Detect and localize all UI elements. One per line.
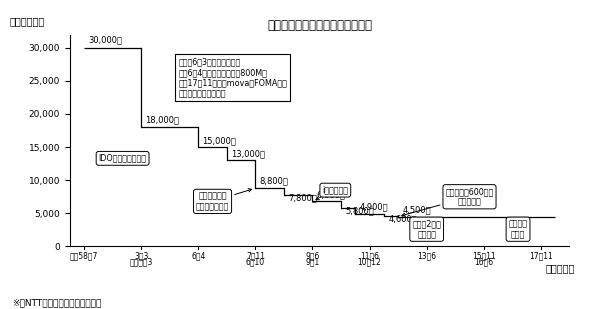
Text: 15・11: 15・11 (472, 251, 496, 260)
Text: 9・1: 9・1 (305, 257, 320, 266)
Text: 平成元・3: 平成元・3 (130, 257, 153, 266)
Text: iモード開始: iモード開始 (316, 186, 348, 200)
Text: 6・10: 6・10 (246, 257, 265, 266)
Text: 15,000円: 15,000円 (203, 136, 236, 145)
Text: 18,000円: 18,000円 (145, 116, 180, 125)
Text: パケット
定額制: パケット 定額制 (508, 219, 528, 239)
Text: ※　NTTドコモの標準的なプラン: ※ NTTドコモの標準的なプラン (12, 298, 101, 307)
Text: 11・6: 11・6 (360, 251, 379, 260)
Text: 4,900円: 4,900円 (359, 203, 388, 212)
Text: 7,800円: 7,800円 (288, 193, 317, 202)
Text: 13,000円: 13,000円 (231, 149, 265, 158)
Text: 8,800円: 8,800円 (260, 177, 289, 186)
Text: 30,000円: 30,000円 (88, 36, 123, 44)
Text: 6,800円: 6,800円 (317, 190, 346, 199)
Text: IDO、セルラー参入: IDO、セルラー参入 (98, 154, 147, 163)
Text: 13・6: 13・6 (417, 251, 436, 260)
Text: 17・11: 17・11 (529, 251, 552, 260)
Title: 携帯電話　月額基本使用料の推移: 携帯電話 月額基本使用料の推移 (267, 19, 372, 32)
Text: 無料通話分600円を
含むプラン: 無料通話分600円を 含むプラン (402, 187, 494, 216)
Text: 9・6: 9・6 (305, 251, 320, 260)
Text: 通話料2か月
くりこし: 通話料2か月 くりこし (412, 219, 441, 239)
Text: 10・12: 10・12 (358, 257, 382, 266)
Text: （年・月）: （年・月） (545, 263, 574, 273)
Text: （料金：円）: （料金：円） (10, 16, 45, 26)
Text: 16・6: 16・6 (474, 257, 494, 266)
Text: 7・11: 7・11 (246, 251, 265, 260)
Text: 4,500円: 4,500円 (402, 205, 431, 214)
Text: 昭和58・7: 昭和58・7 (70, 251, 98, 260)
Text: デジタル化、
端末売り切り制: デジタル化、 端末売り切り制 (196, 189, 252, 211)
Text: 3・3: 3・3 (134, 251, 148, 260)
Text: ～平成6年3月　アナログ式
平成6年4月～　デジタル（800M）
平成17年11月～　mova・FOMA共通
の標準的な料金を示す: ～平成6年3月 アナログ式 平成6年4月～ デジタル（800M） 平成17年11… (178, 58, 287, 98)
Text: 5,800円: 5,800円 (345, 206, 374, 215)
Text: 6・4: 6・4 (191, 251, 206, 260)
Text: 4,600円: 4,600円 (388, 214, 417, 223)
